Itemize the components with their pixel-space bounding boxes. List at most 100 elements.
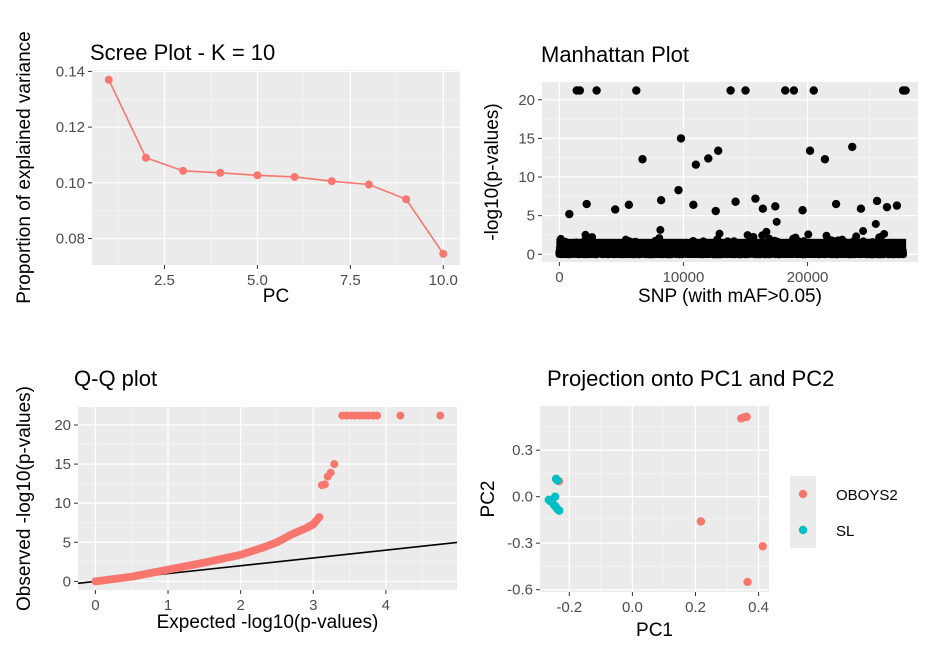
y-tick-label: 0 bbox=[63, 573, 71, 590]
snp-point bbox=[676, 134, 686, 143]
snp-point bbox=[674, 185, 683, 195]
scree-point bbox=[104, 75, 113, 84]
legend-label: SL bbox=[836, 523, 854, 540]
legend-key-bg bbox=[790, 476, 816, 548]
snp-point bbox=[726, 86, 735, 95]
scree-point bbox=[290, 172, 299, 181]
qq-point bbox=[315, 513, 324, 522]
plot-panel bbox=[540, 406, 769, 592]
y-axis-label: -log10(p-values) bbox=[482, 103, 503, 240]
snp-point bbox=[582, 199, 591, 209]
snp-point bbox=[741, 86, 750, 95]
snp-point bbox=[638, 155, 647, 164]
data-layer bbox=[78, 411, 457, 586]
legend: OBOYS2 SL bbox=[790, 476, 898, 548]
data-layer bbox=[104, 75, 448, 258]
y-tick-label: 0.08 bbox=[56, 231, 85, 248]
plot-panel bbox=[542, 82, 918, 262]
snp-point bbox=[762, 227, 771, 236]
pca-point-oboys2 bbox=[758, 542, 767, 551]
snp-point bbox=[771, 202, 780, 211]
chart-title: Scree Plot - K = 10 bbox=[90, 40, 275, 65]
x-tick-label: -0.2 bbox=[556, 599, 582, 616]
y-tick-label: -0.3 bbox=[507, 535, 533, 552]
snp-point bbox=[575, 86, 585, 95]
y-tick-label: 5 bbox=[63, 534, 71, 551]
x-tick-label: 0 bbox=[555, 269, 563, 286]
snp-point bbox=[872, 196, 882, 206]
legend-key bbox=[798, 525, 808, 535]
snp-point bbox=[704, 154, 713, 163]
snp-point bbox=[804, 230, 813, 239]
y-tick-label: 0.10 bbox=[56, 175, 85, 192]
scree-line bbox=[108, 79, 444, 255]
x-tick-label: 3 bbox=[309, 597, 317, 614]
x-tick-label: 4 bbox=[382, 597, 390, 614]
snp-point bbox=[805, 146, 815, 155]
snp-point bbox=[751, 194, 760, 203]
scree-point bbox=[253, 171, 262, 180]
y-tick-label: 10 bbox=[54, 495, 71, 512]
snp-point bbox=[831, 199, 841, 209]
qq-point bbox=[330, 460, 339, 469]
snp-point bbox=[880, 229, 889, 238]
panel-qq: 0 1 2 3 4 0 5 10 15 20 Q-Q plot Expected -log10(p-v… bbox=[14, 366, 457, 633]
snp-point bbox=[852, 232, 861, 241]
panel-scree: 2.5 5.0 7.5 10.0 0.08 0.10 0.12 0.14 Scree Plot … bbox=[14, 31, 460, 307]
qq-point bbox=[396, 411, 405, 420]
scree-point bbox=[364, 180, 373, 189]
x-tick-label: 7.5 bbox=[340, 272, 361, 289]
data-layer bbox=[555, 86, 910, 259]
x-tick-label: 20000 bbox=[787, 269, 829, 286]
snp-dense-band bbox=[556, 238, 907, 258]
snp-point bbox=[689, 200, 698, 210]
y-tick-label: 5 bbox=[527, 208, 535, 225]
scree-point bbox=[216, 168, 225, 177]
pca-point-sl bbox=[546, 497, 555, 506]
snp-point bbox=[731, 197, 740, 206]
legend-label: OBOYS2 bbox=[836, 487, 898, 504]
qq-point bbox=[320, 480, 329, 489]
x-tick-label: 1 bbox=[164, 597, 172, 614]
y-tick-label: -0.6 bbox=[507, 582, 533, 599]
x-tick-label: 2.5 bbox=[154, 272, 175, 289]
x-tick-label: 0 bbox=[91, 597, 99, 614]
snp-point bbox=[822, 231, 831, 240]
y-tick-label: 10 bbox=[518, 169, 535, 186]
snp-point bbox=[624, 200, 634, 210]
chart-title: Projection onto PC1 and PC2 bbox=[547, 366, 834, 391]
snp-point bbox=[859, 227, 868, 236]
y-axis-label: Observed -log10(p-values) bbox=[14, 386, 35, 611]
scree-point bbox=[439, 249, 448, 258]
snp-point bbox=[565, 209, 574, 219]
snp-point bbox=[882, 202, 892, 212]
snp-point bbox=[848, 142, 857, 152]
snp-point bbox=[656, 225, 665, 234]
y-tick-label: 20 bbox=[518, 92, 535, 109]
y-tick-label: 0.14 bbox=[56, 63, 85, 80]
x-tick-label: 0.2 bbox=[685, 599, 706, 616]
y-axis-label: Proportion of explained variance bbox=[14, 31, 35, 304]
panel-pca: -0.2 0.0 0.2 0.4 -0.6 -0.3 0.0 0.3 Projection on… bbox=[478, 366, 834, 641]
y-tick-label: 0 bbox=[527, 246, 535, 263]
x-axis-label: SNP (with mAF>0.05) bbox=[638, 286, 822, 307]
y-tick-label: 15 bbox=[54, 456, 71, 473]
snp-point bbox=[743, 231, 752, 240]
x-tick-label: 0.0 bbox=[622, 599, 643, 616]
snp-point bbox=[772, 217, 781, 226]
y-tick-label: 0.3 bbox=[512, 442, 533, 459]
y-tick-label: 0.12 bbox=[56, 119, 85, 136]
snp-point bbox=[611, 205, 620, 214]
data-layer bbox=[544, 412, 767, 587]
snp-point bbox=[758, 204, 768, 213]
snp-point bbox=[809, 86, 818, 95]
pca-point-oboys2 bbox=[743, 577, 752, 587]
pca-point-oboys2 bbox=[742, 412, 751, 422]
snp-point bbox=[901, 86, 910, 95]
pca-point-sl bbox=[555, 506, 564, 515]
x-tick-label: 2 bbox=[236, 597, 244, 614]
scree-point bbox=[179, 166, 188, 175]
panel-manhattan: 0 10000 20000 0 5 10 15 20 Manhattan Plot SNP (wi… bbox=[482, 42, 918, 307]
plot-panel bbox=[78, 407, 457, 590]
